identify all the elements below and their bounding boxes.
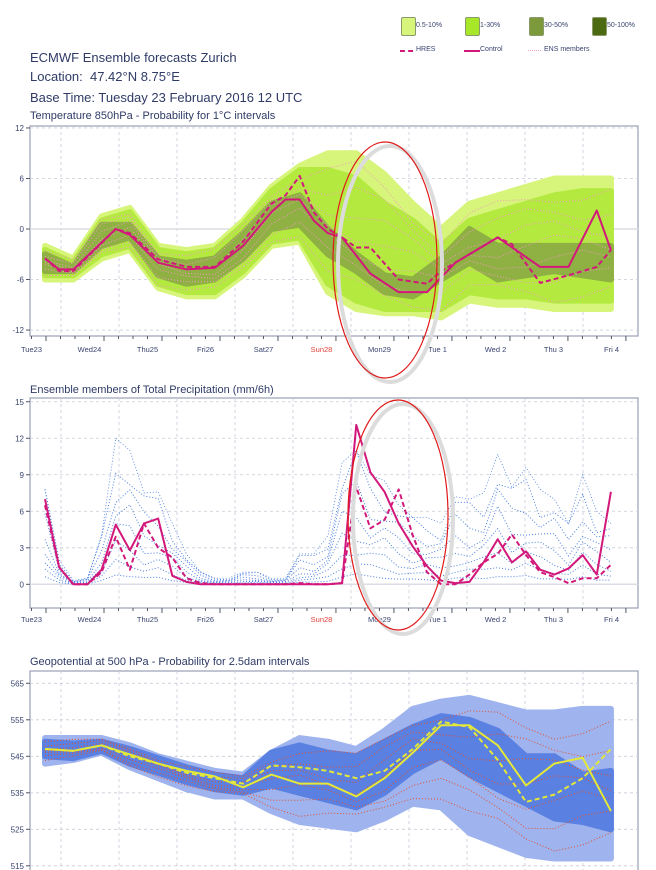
series-line-control	[44, 423, 612, 586]
y-tick-label: 6	[20, 174, 25, 183]
probability-band-30-50%	[42, 192, 614, 300]
annotation-ellipse-shadow	[351, 402, 455, 636]
x-tick-label: Fri26	[197, 615, 214, 624]
ens-member-line	[44, 749, 612, 852]
page-title: ECMWF Ensemble forecasts Zurich	[30, 50, 237, 65]
x-tick-label: Sun28	[311, 345, 333, 354]
legend-hres-line	[400, 50, 413, 52]
x-tick-label: Wed24	[78, 615, 102, 624]
ens-member-line	[44, 480, 611, 583]
legend-label: 50-100%	[607, 22, 636, 29]
y-tick-label: 3	[20, 544, 25, 553]
plot-frame	[29, 397, 639, 609]
ens-member-line	[44, 539, 612, 584]
ens-member-line	[44, 503, 612, 583]
legend-label: 30-50%	[544, 22, 569, 29]
y-tick-label: 12	[15, 124, 24, 133]
x-tick-label: Thu25	[137, 615, 158, 624]
temperature-chart-title: Temperature 850hPa - Probability for 1°C…	[30, 110, 276, 122]
y-tick-label: 9	[20, 471, 25, 480]
legend-label: 1-30%	[480, 22, 501, 29]
location-text: Location: 47.42°N 8.75°E	[30, 69, 180, 84]
base-time-text: Base Time: Tuesday 23 February 2016 12 U…	[30, 90, 303, 105]
ens-member-line	[44, 449, 612, 583]
precipitation-chart-title: Ensemble members of Total Precipitation …	[30, 384, 274, 396]
x-tick-label: Tue23	[21, 615, 42, 624]
y-tick-label: 15	[15, 398, 24, 407]
x-tick-label: Thu 3	[544, 345, 563, 354]
series-line-control	[44, 724, 612, 812]
legend-label: Control	[480, 46, 503, 53]
ens-member-line	[44, 186, 612, 265]
series-line-hres	[44, 485, 612, 586]
y-tick-label: 0	[20, 580, 25, 589]
annotation-ellipse	[347, 399, 449, 631]
geopotential-chart-title: Geopotential at 500 hPa - Probability fo…	[30, 656, 310, 668]
x-tick-label: Wed24	[78, 345, 102, 354]
x-tick-label: Fri26	[197, 345, 214, 354]
x-tick-label: Fri 4	[604, 345, 619, 354]
y-tick-label: 0	[20, 225, 25, 234]
y-tick-label: 515	[11, 862, 25, 870]
ens-member-line	[44, 160, 612, 261]
chart-0: 12 6 0 -6 -12 Tue23 Wed24 Thu25 Fri26 Sat27 Sun28 M…	[12, 124, 639, 354]
x-tick-label: Sat27	[254, 345, 274, 354]
legend-swatch-1-30	[465, 17, 480, 36]
ens-member-line	[44, 523, 612, 584]
series-line-hres	[44, 720, 612, 803]
series-line-hres	[44, 174, 612, 285]
annotation-ellipse	[332, 141, 438, 379]
x-tick-label: Thu25	[137, 345, 158, 354]
x-tick-label: Sun28	[311, 615, 333, 624]
legend-label: 0.5-10%	[416, 22, 443, 29]
ens-member-line	[44, 738, 612, 783]
y-tick-label: 545	[11, 752, 25, 761]
x-tick-label: Tue 1	[428, 345, 447, 354]
x-tick-label: Wed 2	[485, 345, 507, 354]
x-tick-label: Thu 3	[544, 615, 563, 624]
y-tick-label: 12	[15, 434, 24, 443]
legend-swatch-0.5-10	[401, 17, 416, 36]
legend-swatch-30-50	[529, 17, 544, 36]
ens-member-line	[44, 748, 611, 830]
legend-control-line	[464, 50, 480, 52]
series-line-control	[44, 198, 612, 294]
x-tick-label: Fri 4	[604, 615, 619, 624]
y-tick-label: 565	[11, 679, 25, 688]
annotation-ellipse-shadow	[336, 144, 444, 384]
x-tick-label: Wed 2	[485, 615, 507, 624]
y-tick-label: 525	[11, 825, 25, 834]
y-tick-label: 555	[11, 716, 25, 725]
ens-member-line	[44, 710, 612, 777]
y-tick-label: -6	[17, 276, 25, 285]
legend-swatch-50-100	[592, 17, 607, 36]
ens-member-line	[44, 198, 612, 276]
x-tick-label: Tue23	[21, 345, 42, 354]
legend-ens-line	[528, 50, 541, 51]
ens-member-line	[44, 573, 611, 585]
chart-2: 565 555 545 535 525 515	[11, 670, 639, 870]
y-tick-label: 535	[11, 789, 25, 798]
legend-label: ENS members	[544, 46, 590, 53]
y-tick-label: -12	[12, 326, 24, 335]
x-tick-label: Sat27	[254, 615, 274, 624]
y-tick-label: 6	[20, 507, 25, 516]
x-tick-label: Tue 1	[428, 615, 447, 624]
legend-label: HRES	[416, 46, 436, 53]
x-tick-label: Mon29	[368, 345, 391, 354]
ens-member-line	[44, 558, 611, 585]
ens-envelope-line	[44, 437, 612, 582]
